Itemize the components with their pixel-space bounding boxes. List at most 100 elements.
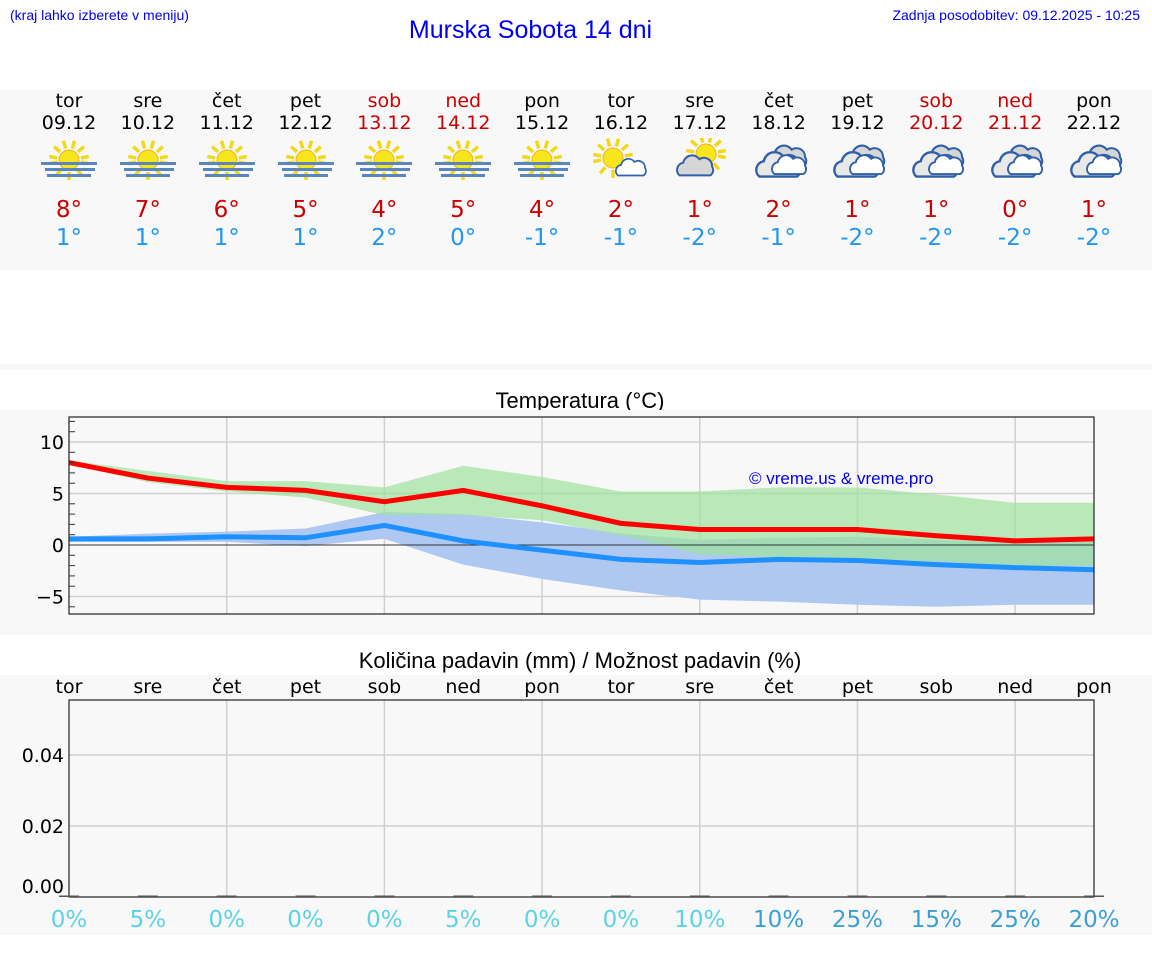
- day-name: pon: [524, 90, 560, 112]
- temperature-chart: 10 5 0 −5 © vreme.us & vreme.pro: [36, 416, 1095, 615]
- precip-chance: 0%: [287, 907, 324, 933]
- day-date: 11.12: [199, 112, 254, 134]
- precip-chance: 0%: [208, 907, 245, 933]
- temp-min: -1°: [524, 225, 560, 251]
- temperature-chart-title: Temperatura (°C): [495, 388, 665, 413]
- day-date: 20.12: [909, 112, 964, 134]
- day-name: čet: [763, 90, 794, 112]
- day-label: čet: [212, 676, 242, 698]
- day-label: pon: [524, 676, 560, 698]
- day-forecast: pon 22.12 1° -2°: [1055, 90, 1134, 252]
- temp-max: 2°: [607, 197, 634, 223]
- precipitation-chart: 0.04 0.02 0.00 tor sre čet pet sob ned pon tor sre č…: [22, 676, 1120, 933]
- day-date: 21.12: [987, 112, 1043, 134]
- day-forecast: sob 13.12 4° 2°: [345, 90, 424, 252]
- temp-min: 1°: [134, 225, 161, 251]
- temp-max: 1°: [686, 197, 713, 223]
- y-tick-label: 10: [40, 432, 64, 454]
- day-date: 22.12: [1066, 112, 1122, 134]
- day-date: 10.12: [120, 112, 176, 134]
- temp-max: 4°: [528, 197, 556, 223]
- partly-cloudy-icon: [670, 134, 730, 182]
- temp-min: -2°: [682, 225, 717, 251]
- temp-max: 8°: [55, 197, 83, 223]
- temp-min: -2°: [840, 225, 875, 251]
- day-forecast: čet 11.12 6° 1°: [187, 90, 266, 252]
- precip-chance: 25%: [832, 907, 883, 933]
- precip-chance: 10%: [674, 907, 725, 933]
- precip-chance: 0%: [51, 907, 88, 933]
- day-label: ned: [445, 676, 481, 698]
- cloudy-icon: [985, 138, 1045, 182]
- day-name: sob: [919, 90, 954, 112]
- cloudy-icon: [827, 138, 887, 182]
- day-name: sre: [133, 90, 163, 112]
- day-name: tor: [607, 90, 635, 112]
- temp-max: 4°: [371, 197, 398, 223]
- day-name: sob: [367, 90, 402, 112]
- precip-chance: 0%: [524, 907, 561, 933]
- day-name: ned: [445, 90, 482, 112]
- day-label: pon: [1076, 676, 1112, 698]
- sun-fog-icon: [433, 138, 493, 182]
- precip-chance: 5%: [445, 907, 482, 933]
- precip-chance: 25%: [990, 907, 1041, 933]
- y-tick-label: 0.04: [22, 745, 64, 767]
- day-forecast: ned 14.12 5° 0°: [424, 90, 503, 252]
- day-label: tor: [607, 676, 634, 698]
- day-name: tor: [55, 90, 83, 112]
- y-tick-label: −5: [36, 587, 64, 609]
- temp-max: 5°: [450, 197, 477, 223]
- day-forecast: pet 19.12 1° -2°: [818, 90, 897, 252]
- day-forecast: tor 16.12 2° -1°: [581, 90, 660, 252]
- day-forecast: čet 18.12 2° -1°: [739, 90, 818, 252]
- day-name: čet: [211, 90, 242, 112]
- temp-min: 1°: [55, 225, 83, 251]
- precip-chance: 5%: [130, 907, 167, 933]
- cloudy-icon: [1064, 138, 1124, 182]
- temp-min: -2°: [1076, 225, 1112, 251]
- precip-chance: 15%: [911, 907, 962, 933]
- temp-max: 6°: [213, 197, 240, 223]
- day-forecast: pon 15.12 4° -1°: [503, 90, 582, 252]
- day-date: 14.12: [436, 112, 491, 134]
- precip-chance: 0%: [366, 907, 403, 933]
- y-tick-label: 0.02: [22, 816, 64, 838]
- sun-fog-icon: [354, 138, 414, 182]
- day-label: pet: [290, 676, 321, 698]
- day-label: pet: [842, 676, 873, 698]
- location-hint: (kraj lahko izberete v meniju): [10, 7, 189, 23]
- page-title: Murska Sobota 14 dni: [408, 16, 653, 44]
- temp-max: 1°: [844, 197, 871, 223]
- temp-max: 7°: [134, 197, 161, 223]
- day-label: čet: [764, 676, 794, 698]
- temp-min: 1°: [292, 225, 319, 251]
- day-name: pon: [1076, 90, 1112, 112]
- temp-max: 1°: [1080, 197, 1108, 223]
- precip-chance: 0%: [603, 907, 640, 933]
- precip-chance: 20%: [1068, 907, 1119, 933]
- temp-max: 0°: [1002, 197, 1029, 223]
- day-date: 16.12: [593, 112, 649, 134]
- temp-min: -1°: [761, 225, 796, 251]
- sun-fog-icon: [197, 138, 257, 182]
- sun-fog-icon: [39, 138, 99, 182]
- day-date: 13.12: [357, 112, 412, 134]
- temp-max: 2°: [765, 197, 792, 223]
- cloudy-icon: [749, 138, 809, 182]
- day-date: 12.12: [278, 112, 333, 134]
- temp-min: -2°: [997, 225, 1033, 251]
- precipitation-chart-title: Količina padavin (mm) / Možnost padavin …: [358, 648, 802, 673]
- day-forecast: sob 20.12 1° -2°: [897, 90, 976, 252]
- y-tick-label: 0.00: [22, 876, 64, 898]
- day-date: 15.12: [514, 112, 570, 134]
- sun-fog-icon: [276, 138, 336, 182]
- day-forecast: tor 09.12 8° 1°: [30, 90, 109, 252]
- last-updated: Zadnja posodobitev: 09.12.2025 - 10:25: [892, 7, 1140, 23]
- day-name: sre: [685, 90, 715, 112]
- day-name: pet: [841, 90, 874, 112]
- daily-forecast-strip: tor 09.12 8° 1° sre 10.12 7° 1° čet 11.12 6° 1° pet 1…: [0, 90, 1152, 270]
- y-tick-label: 0: [52, 535, 64, 557]
- divider: [0, 364, 1152, 370]
- temp-min: -2°: [919, 225, 954, 251]
